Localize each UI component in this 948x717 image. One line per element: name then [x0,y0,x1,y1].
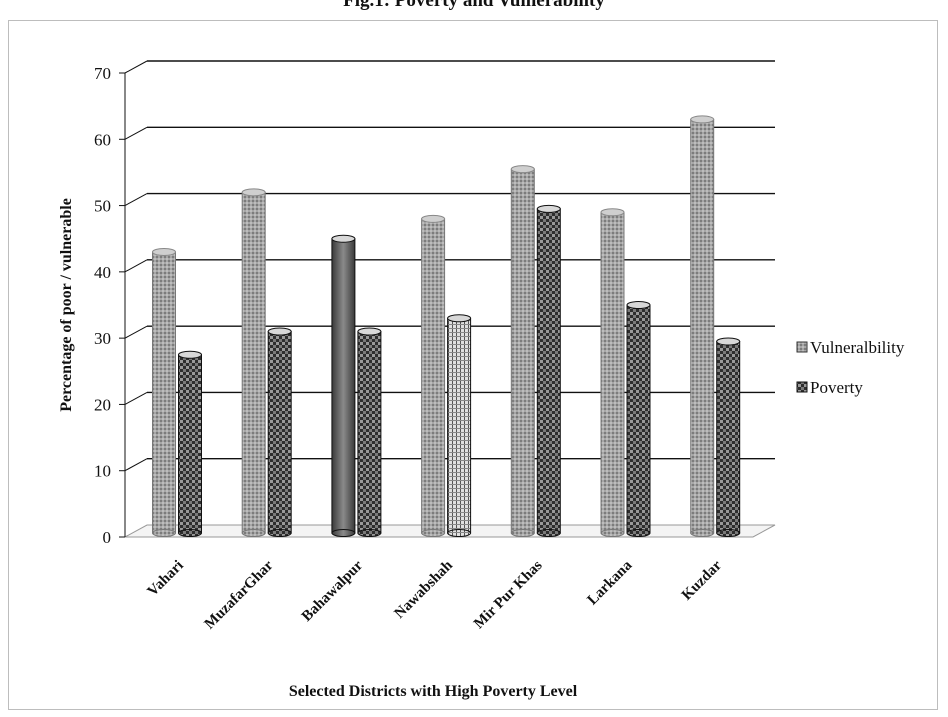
x-axis: Vahari MuzafarGhar Bahawalpur Nawabshah Mir … [145,557,726,632]
y-tick-label: 60 [94,130,111,149]
y-axis: 0 10 20 30 40 50 60 70 [94,64,126,547]
x-tick-label: Vahari [145,558,187,600]
gridline-diagonal [124,391,148,405]
bar-poverty [536,204,561,537]
bar-poverty [267,327,292,537]
y-tick-label: 30 [94,329,111,348]
gridline-diagonal [124,193,148,207]
x-tick-label: Nawabshah [392,557,457,622]
legend-label-poverty: Poverty [810,378,863,397]
gridline-diagonal [124,60,148,74]
bar-vulnerability [510,165,535,537]
gridline-diagonal [124,259,148,273]
y-tick-label: 70 [94,64,111,83]
y-axis-label: Percentage of poor / vulnerable [58,198,75,412]
gridline-diagonal [124,458,148,472]
bar-poverty [447,314,472,537]
y-tick-label: 40 [94,263,111,282]
x-tick-label: Larkana [585,557,636,608]
x-tick-label: Mir Pur Khas [471,557,546,632]
bar-vulnerability [331,234,356,537]
gridline-diagonal [124,325,148,339]
bar-vulnerability [690,115,715,537]
legend-label-vulnerability: Vulneralbility [810,338,905,357]
gridline-diagonal [124,126,148,140]
bar-vulnerability [600,208,625,537]
y-tick-label: 0 [103,528,112,547]
y-tick-label: 50 [94,197,111,216]
bar-vulnerability [421,214,446,537]
bar-vulnerability [152,247,176,537]
legend: Vulneralbility Poverty [796,338,905,397]
chart-frame [8,20,938,710]
x-tick-label: MuzafarGhar [202,557,277,632]
bar-vulnerability [241,188,266,537]
bar-poverty [357,327,382,537]
bar-poverty [626,301,651,537]
bar-poverty [716,337,741,537]
x-tick-label: Kuzdar [679,557,725,603]
bar-poverty [178,350,202,537]
y-tick-label: 10 [94,462,111,481]
legend-swatch-poverty [796,381,808,393]
x-axis-label: Selected Districts with High Poverty Lev… [289,683,578,700]
bars [152,115,741,537]
y-tick-label: 20 [94,395,111,414]
legend-swatch-vulnerability [796,341,808,353]
x-tick-label: Bahawalpur [299,557,367,625]
chart-title: Fig.1: Poverty and Vulnerability [343,0,605,11]
